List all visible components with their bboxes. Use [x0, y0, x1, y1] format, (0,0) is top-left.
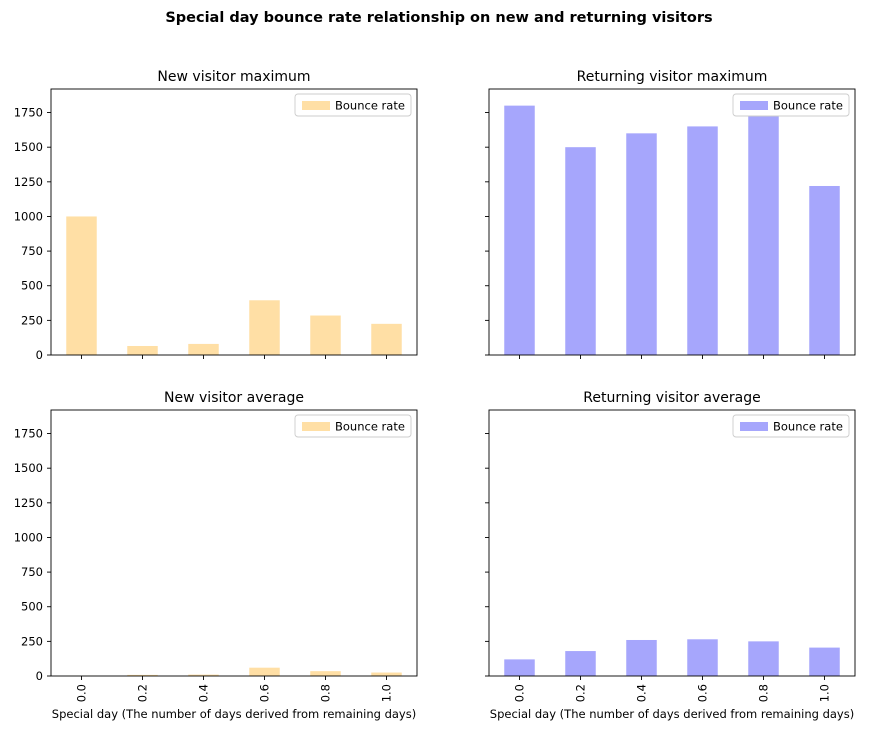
x-tick-label: 0.2	[136, 684, 150, 702]
subplot-title: Returning visitor average	[583, 390, 761, 406]
y-tick-label: 750	[21, 244, 43, 258]
y-tick-label: 0	[36, 348, 43, 362]
y-tick-label: 1750	[14, 427, 43, 441]
legend-box	[732, 93, 850, 117]
axes-frame	[488, 88, 856, 356]
axes-frame	[50, 409, 418, 677]
bar	[626, 133, 657, 355]
legend: Bounce rate	[732, 414, 850, 438]
bar	[504, 105, 535, 356]
x-tick-label: 0.0	[75, 684, 89, 702]
subplots: New visitor maximum 0 250 500 750 1000 1250 150…	[14, 69, 856, 721]
legend-label: Bounce rate	[335, 420, 405, 434]
x-tick-label: 0.4	[635, 684, 649, 702]
panel-returning-visitor-average: Returning visitor average 0.0 0.2 0.4 0.6 0.8…	[485, 390, 856, 721]
x-tick-label: 0.8	[757, 684, 771, 702]
axes-frame	[50, 88, 418, 356]
legend-box	[294, 93, 412, 117]
axes-frame	[488, 409, 856, 677]
y-tick-label: 1000	[14, 209, 43, 223]
y-tick-label: 500	[21, 279, 43, 293]
bar	[626, 639, 657, 676]
y-tick-label: 1500	[14, 461, 43, 475]
bar	[809, 185, 840, 355]
figure-title: Special day bounce rate relationship on …	[165, 10, 712, 26]
bar	[371, 672, 402, 676]
x-tick-label: 0.0	[513, 684, 527, 702]
y-tick-label: 0	[36, 669, 43, 683]
subplot-title: New visitor maximum	[157, 69, 310, 85]
bar	[127, 345, 158, 355]
x-tick-label: 0.6	[696, 684, 710, 702]
x-tick-label: 0.6	[258, 684, 272, 702]
legend-swatch	[740, 422, 768, 431]
bar	[310, 671, 341, 676]
legend-box	[732, 414, 850, 438]
legend: Bounce rate	[294, 414, 412, 438]
x-tick-label: 1.0	[818, 684, 832, 702]
x-tick-label: 0.8	[319, 684, 333, 702]
legend-label: Bounce rate	[773, 99, 843, 113]
x-axis-label: Special day (The number of days derived …	[52, 707, 416, 721]
bar	[748, 641, 779, 676]
bar	[809, 647, 840, 676]
y-tick-label: 1000	[14, 530, 43, 544]
panel-new-visitor-maximum: New visitor maximum 0 250 500 750 1000 1250 150…	[14, 69, 418, 362]
bar	[565, 651, 596, 676]
subplot-title: Returning visitor maximum	[577, 69, 768, 85]
y-tick-label: 1250	[14, 496, 43, 510]
x-tick-label: 1.0	[380, 684, 394, 702]
y-tick-label: 1750	[14, 106, 43, 120]
bar	[249, 667, 280, 676]
y-tick-label: 250	[21, 634, 43, 648]
bar	[687, 639, 718, 676]
bar	[188, 343, 219, 355]
legend-swatch	[740, 101, 768, 110]
x-tick-label: 0.2	[574, 684, 588, 702]
bar	[504, 659, 535, 677]
panel-returning-visitor-maximum: Returning visitor maximum Bounce rate	[485, 69, 856, 359]
y-tick-label: 1250	[14, 175, 43, 189]
bar	[127, 674, 158, 676]
legend-box	[294, 414, 412, 438]
panel-new-visitor-average: New visitor average 0 250 500 750 1000 1250 150…	[14, 390, 418, 721]
y-tick-label: 250	[21, 313, 43, 327]
bar	[371, 323, 402, 355]
bar	[748, 112, 779, 355]
bar	[687, 126, 718, 355]
legend-label: Bounce rate	[335, 99, 405, 113]
y-tick-label: 750	[21, 565, 43, 579]
x-axis-label: Special day (The number of days derived …	[490, 707, 854, 721]
legend-swatch	[302, 422, 330, 431]
bar	[66, 216, 97, 355]
subplot-title: New visitor average	[164, 390, 304, 406]
legend-label: Bounce rate	[773, 420, 843, 434]
legend: Bounce rate	[732, 93, 850, 117]
legend-swatch	[302, 101, 330, 110]
bar	[188, 674, 219, 676]
bar	[249, 300, 280, 355]
bar	[310, 315, 341, 355]
bar	[565, 147, 596, 355]
y-tick-label: 500	[21, 600, 43, 614]
x-tick-label: 0.4	[197, 684, 211, 702]
y-tick-label: 1500	[14, 140, 43, 154]
legend: Bounce rate	[294, 93, 412, 117]
